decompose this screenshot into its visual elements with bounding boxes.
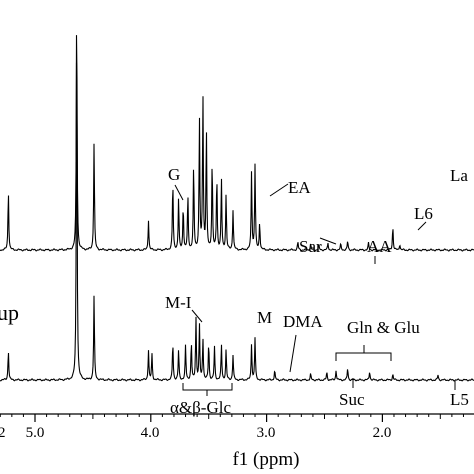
annotation-l6: L6 bbox=[414, 204, 433, 223]
x-tick-label-3-0: 3.0 bbox=[257, 425, 276, 441]
x-axis: 2 5.0 4.0 3.0 2.0 f1 (ppm) bbox=[0, 413, 474, 470]
annotation-m-i: M-I bbox=[165, 293, 192, 312]
annotation-g-pointer bbox=[174, 184, 184, 201]
spectrum-trace-lower bbox=[0, 62, 474, 382]
annotation-m-i-pointer bbox=[191, 309, 203, 323]
x-axis-major-ticks bbox=[34, 414, 383, 422]
x-tick-label-partial: 2 bbox=[0, 425, 6, 441]
annotation-gln-glu-bracket bbox=[335, 352, 392, 361]
annotation-ea: EA bbox=[288, 178, 311, 197]
annotation-dma-pointer bbox=[289, 334, 297, 373]
annotation-suc: Suc bbox=[339, 390, 365, 409]
annotation-aa: AA bbox=[367, 237, 392, 256]
annotation-glc: α&β-Glc bbox=[170, 398, 231, 417]
x-axis-title: f1 (ppm) bbox=[232, 449, 299, 470]
x-tick-label-2-0: 2.0 bbox=[373, 425, 392, 441]
annotation-l5: L5 bbox=[450, 390, 469, 409]
annotation-dma: DMA bbox=[283, 312, 323, 331]
annotation-sar-pointer bbox=[319, 237, 337, 245]
annotation-l6-pointer bbox=[417, 221, 427, 231]
x-tick-label-5-0: 5.0 bbox=[26, 425, 45, 441]
group-label-up: up bbox=[0, 300, 19, 325]
annotation-ea-pointer bbox=[269, 183, 289, 197]
annotation-sar: Sar bbox=[299, 237, 322, 256]
annotation-glc-bracket bbox=[182, 383, 233, 391]
annotation-m: M bbox=[257, 308, 272, 327]
x-tick-label-4-0: 4.0 bbox=[141, 425, 160, 441]
annotation-g: G bbox=[168, 165, 180, 184]
annotation-la: La bbox=[450, 166, 468, 185]
annotation-layer: G EA La L6 Sar AA M-I M DMA Gln & Glu Su… bbox=[165, 165, 469, 417]
spectrum-trace-upper bbox=[0, 35, 474, 252]
x-axis-minor-ticks bbox=[0, 414, 464, 419]
annotation-gln-glu: Gln & Glu bbox=[347, 318, 420, 337]
